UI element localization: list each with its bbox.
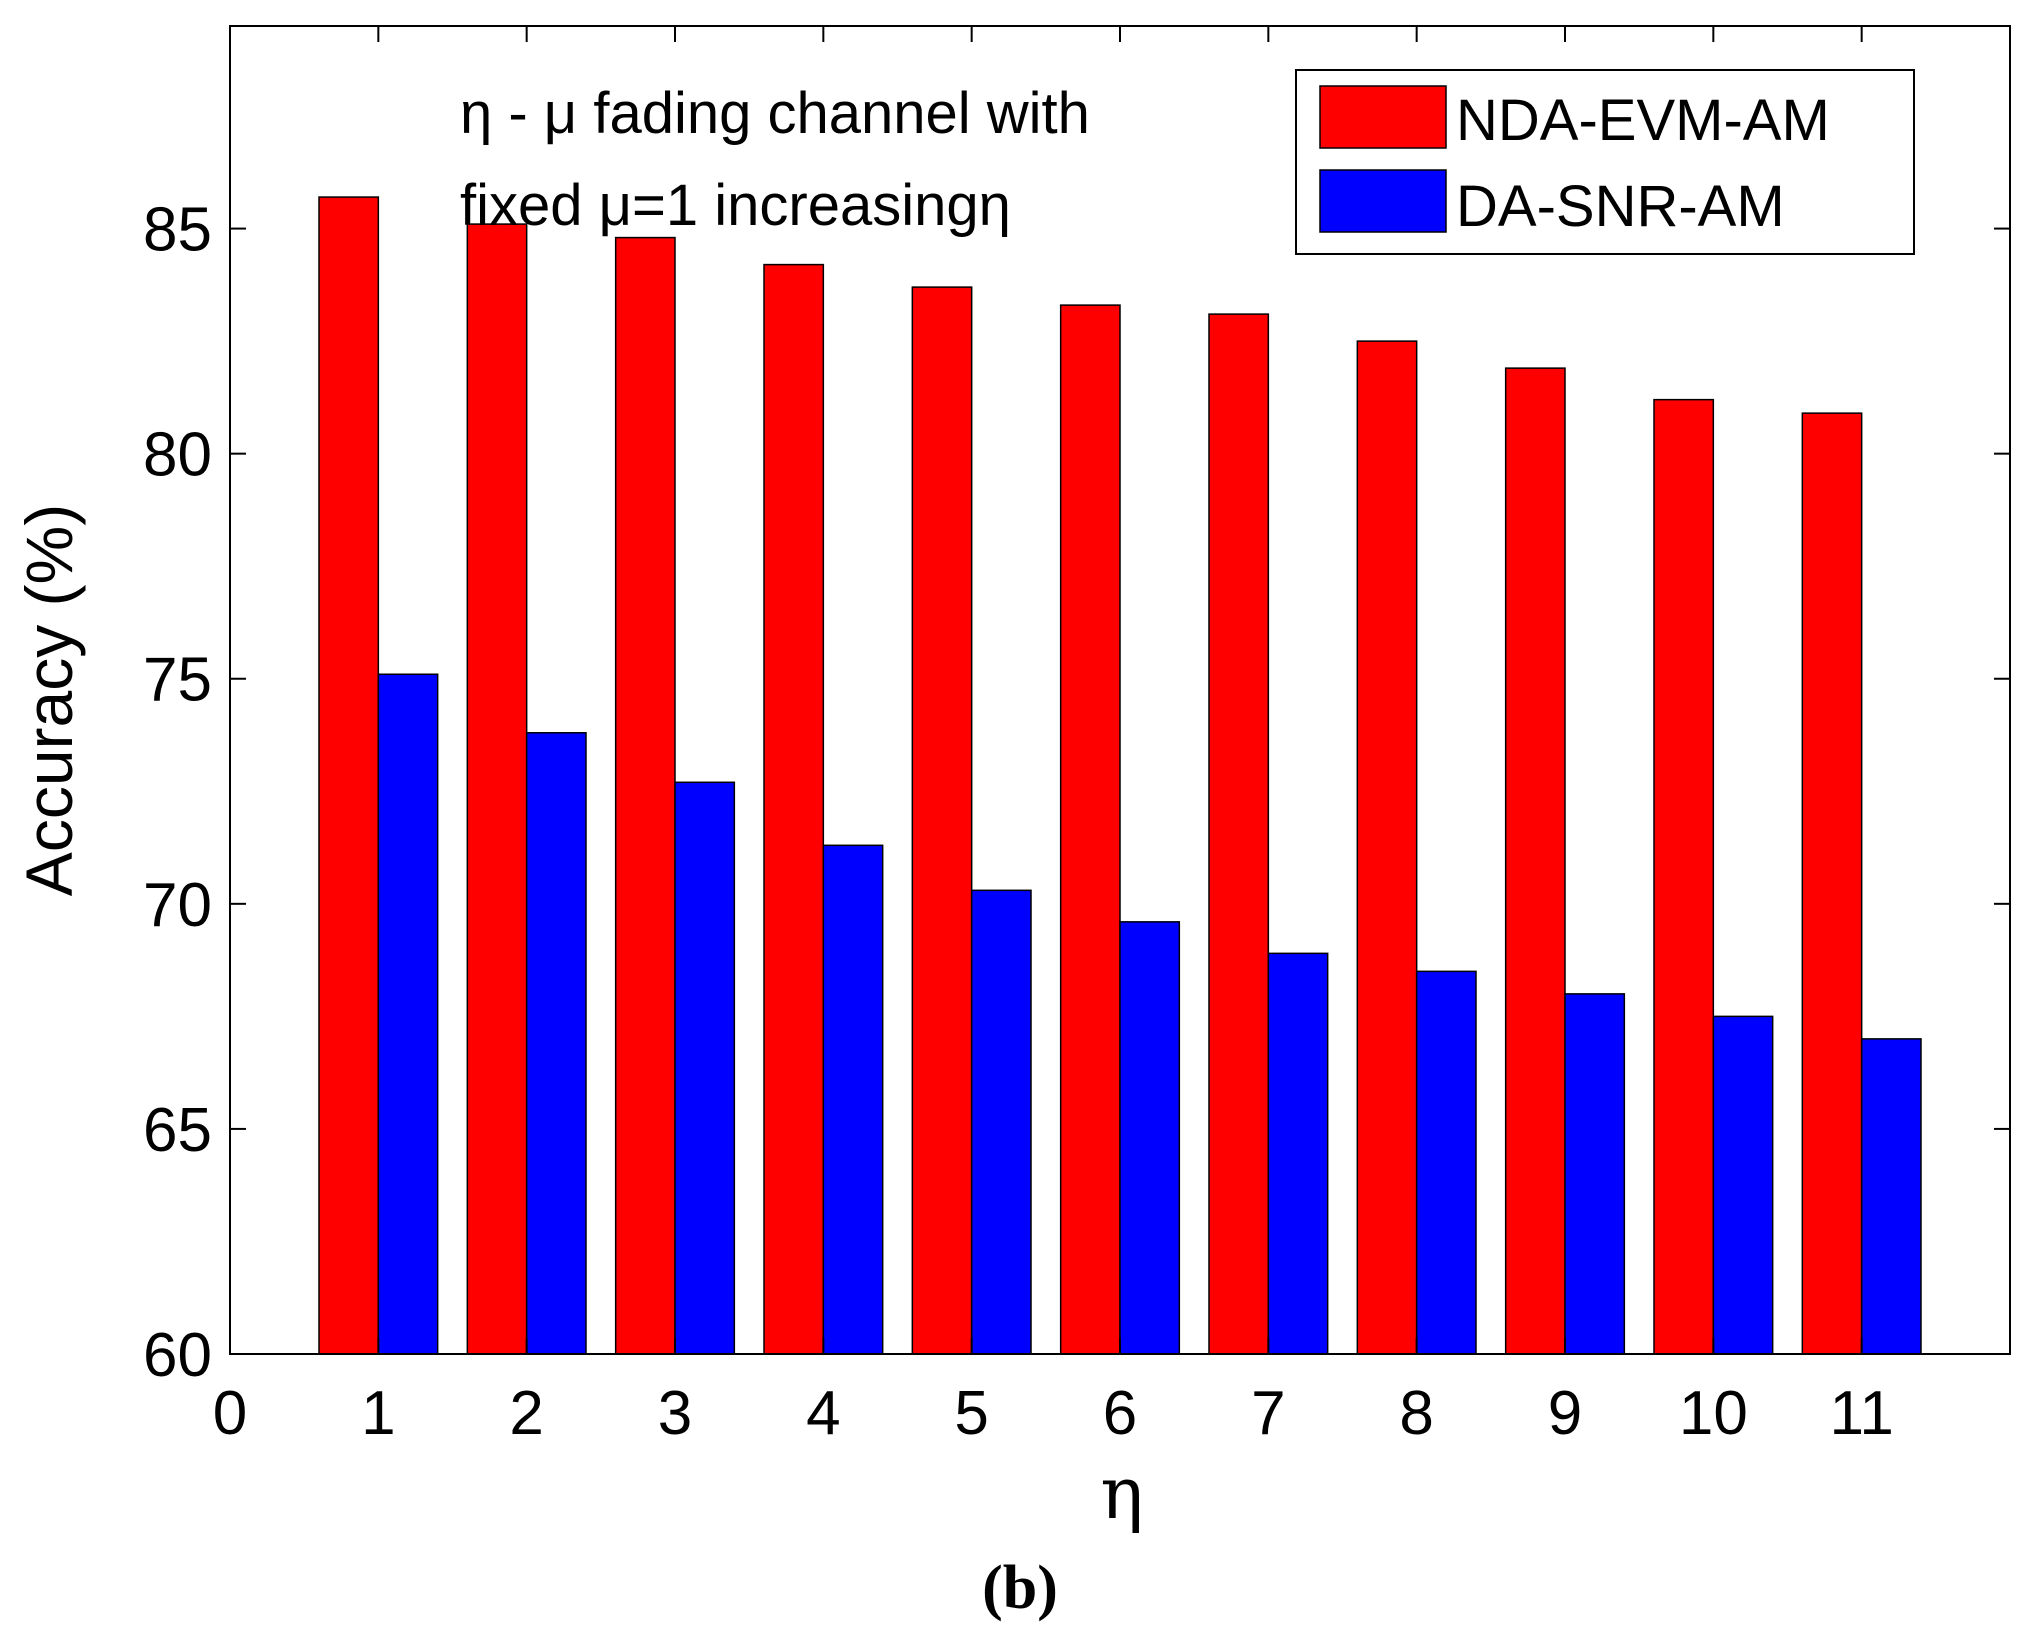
y-tick-label: 85 bbox=[143, 196, 212, 265]
bar-nda-evm-am-5 bbox=[911, 286, 973, 1355]
bar-da-snr-am-5 bbox=[970, 889, 1032, 1355]
legend-swatch-da-snr-am bbox=[1319, 169, 1447, 233]
legend-label-da-snr-am: DA-SNR-AM bbox=[1456, 174, 1785, 239]
legend-swatch-nda-evm-am bbox=[1319, 85, 1447, 149]
bar-da-snr-am-1 bbox=[377, 673, 439, 1355]
bar-nda-evm-am-10 bbox=[1653, 398, 1715, 1355]
x-tick-label: 7 bbox=[1251, 1379, 1285, 1448]
bar-da-snr-am-11 bbox=[1860, 1038, 1922, 1355]
bar-da-snr-am-9 bbox=[1564, 993, 1626, 1355]
x-tick-label: 4 bbox=[806, 1379, 840, 1448]
y-tick-label: 70 bbox=[143, 871, 212, 940]
bar-da-snr-am-8 bbox=[1415, 970, 1477, 1355]
bars-layer bbox=[318, 196, 1922, 1355]
x-tick-label: 9 bbox=[1548, 1379, 1582, 1448]
bar-da-snr-am-6 bbox=[1119, 921, 1181, 1355]
y-tick-label: 75 bbox=[143, 646, 212, 715]
x-tick-label: 1 bbox=[361, 1379, 395, 1448]
annotation-line-1: η - μ fading channel with bbox=[460, 81, 1090, 146]
axes-layer: 60 65 70 75 80 85 0 1 2 3 4 5 6 7 8 9 10 11 bbox=[143, 26, 2010, 1448]
bar-da-snr-am-7 bbox=[1267, 952, 1329, 1355]
bar-nda-evm-am-4 bbox=[763, 263, 825, 1355]
annotation-line-2: fixed μ=1 increasingη bbox=[460, 173, 1011, 238]
bar-nda-evm-am-6 bbox=[1059, 304, 1121, 1355]
x-tick-label: 6 bbox=[1103, 1379, 1137, 1448]
x-tick-label: 10 bbox=[1679, 1379, 1748, 1448]
bar-nda-evm-am-8 bbox=[1356, 340, 1418, 1355]
y-axis-label: Accuracy (%) bbox=[12, 504, 86, 896]
bar-da-snr-am-2 bbox=[525, 732, 587, 1355]
x-axis-label: η bbox=[1100, 1451, 1143, 1535]
bar-nda-evm-am-3 bbox=[614, 236, 676, 1355]
legend: NDA-EVM-AM DA-SNR-AM bbox=[1295, 69, 1915, 255]
bar-da-snr-am-4 bbox=[822, 844, 884, 1355]
x-tick-label: 11 bbox=[1829, 1379, 1893, 1448]
x-tick-label: 0 bbox=[213, 1379, 247, 1448]
x-tick-label: 5 bbox=[954, 1379, 988, 1448]
bar-nda-evm-am-11 bbox=[1801, 412, 1863, 1355]
bar-nda-evm-am-7 bbox=[1208, 313, 1270, 1355]
bar-nda-evm-am-2 bbox=[466, 223, 528, 1355]
y-tick-label: 60 bbox=[143, 1321, 212, 1390]
y-tick-label: 80 bbox=[143, 421, 212, 490]
legend-label-nda-evm-am: NDA-EVM-AM bbox=[1456, 88, 1830, 153]
y-tick-label: 65 bbox=[143, 1096, 212, 1165]
x-tick-label: 8 bbox=[1399, 1379, 1433, 1448]
bar-da-snr-am-10 bbox=[1712, 1015, 1774, 1355]
figure-caption: (b) bbox=[982, 1554, 1058, 1622]
bar-nda-evm-am-1 bbox=[318, 196, 380, 1355]
x-tick-label: 3 bbox=[658, 1379, 692, 1448]
bar-da-snr-am-3 bbox=[674, 781, 736, 1355]
bar-nda-evm-am-9 bbox=[1504, 367, 1566, 1355]
x-tick-label: 2 bbox=[509, 1379, 543, 1448]
